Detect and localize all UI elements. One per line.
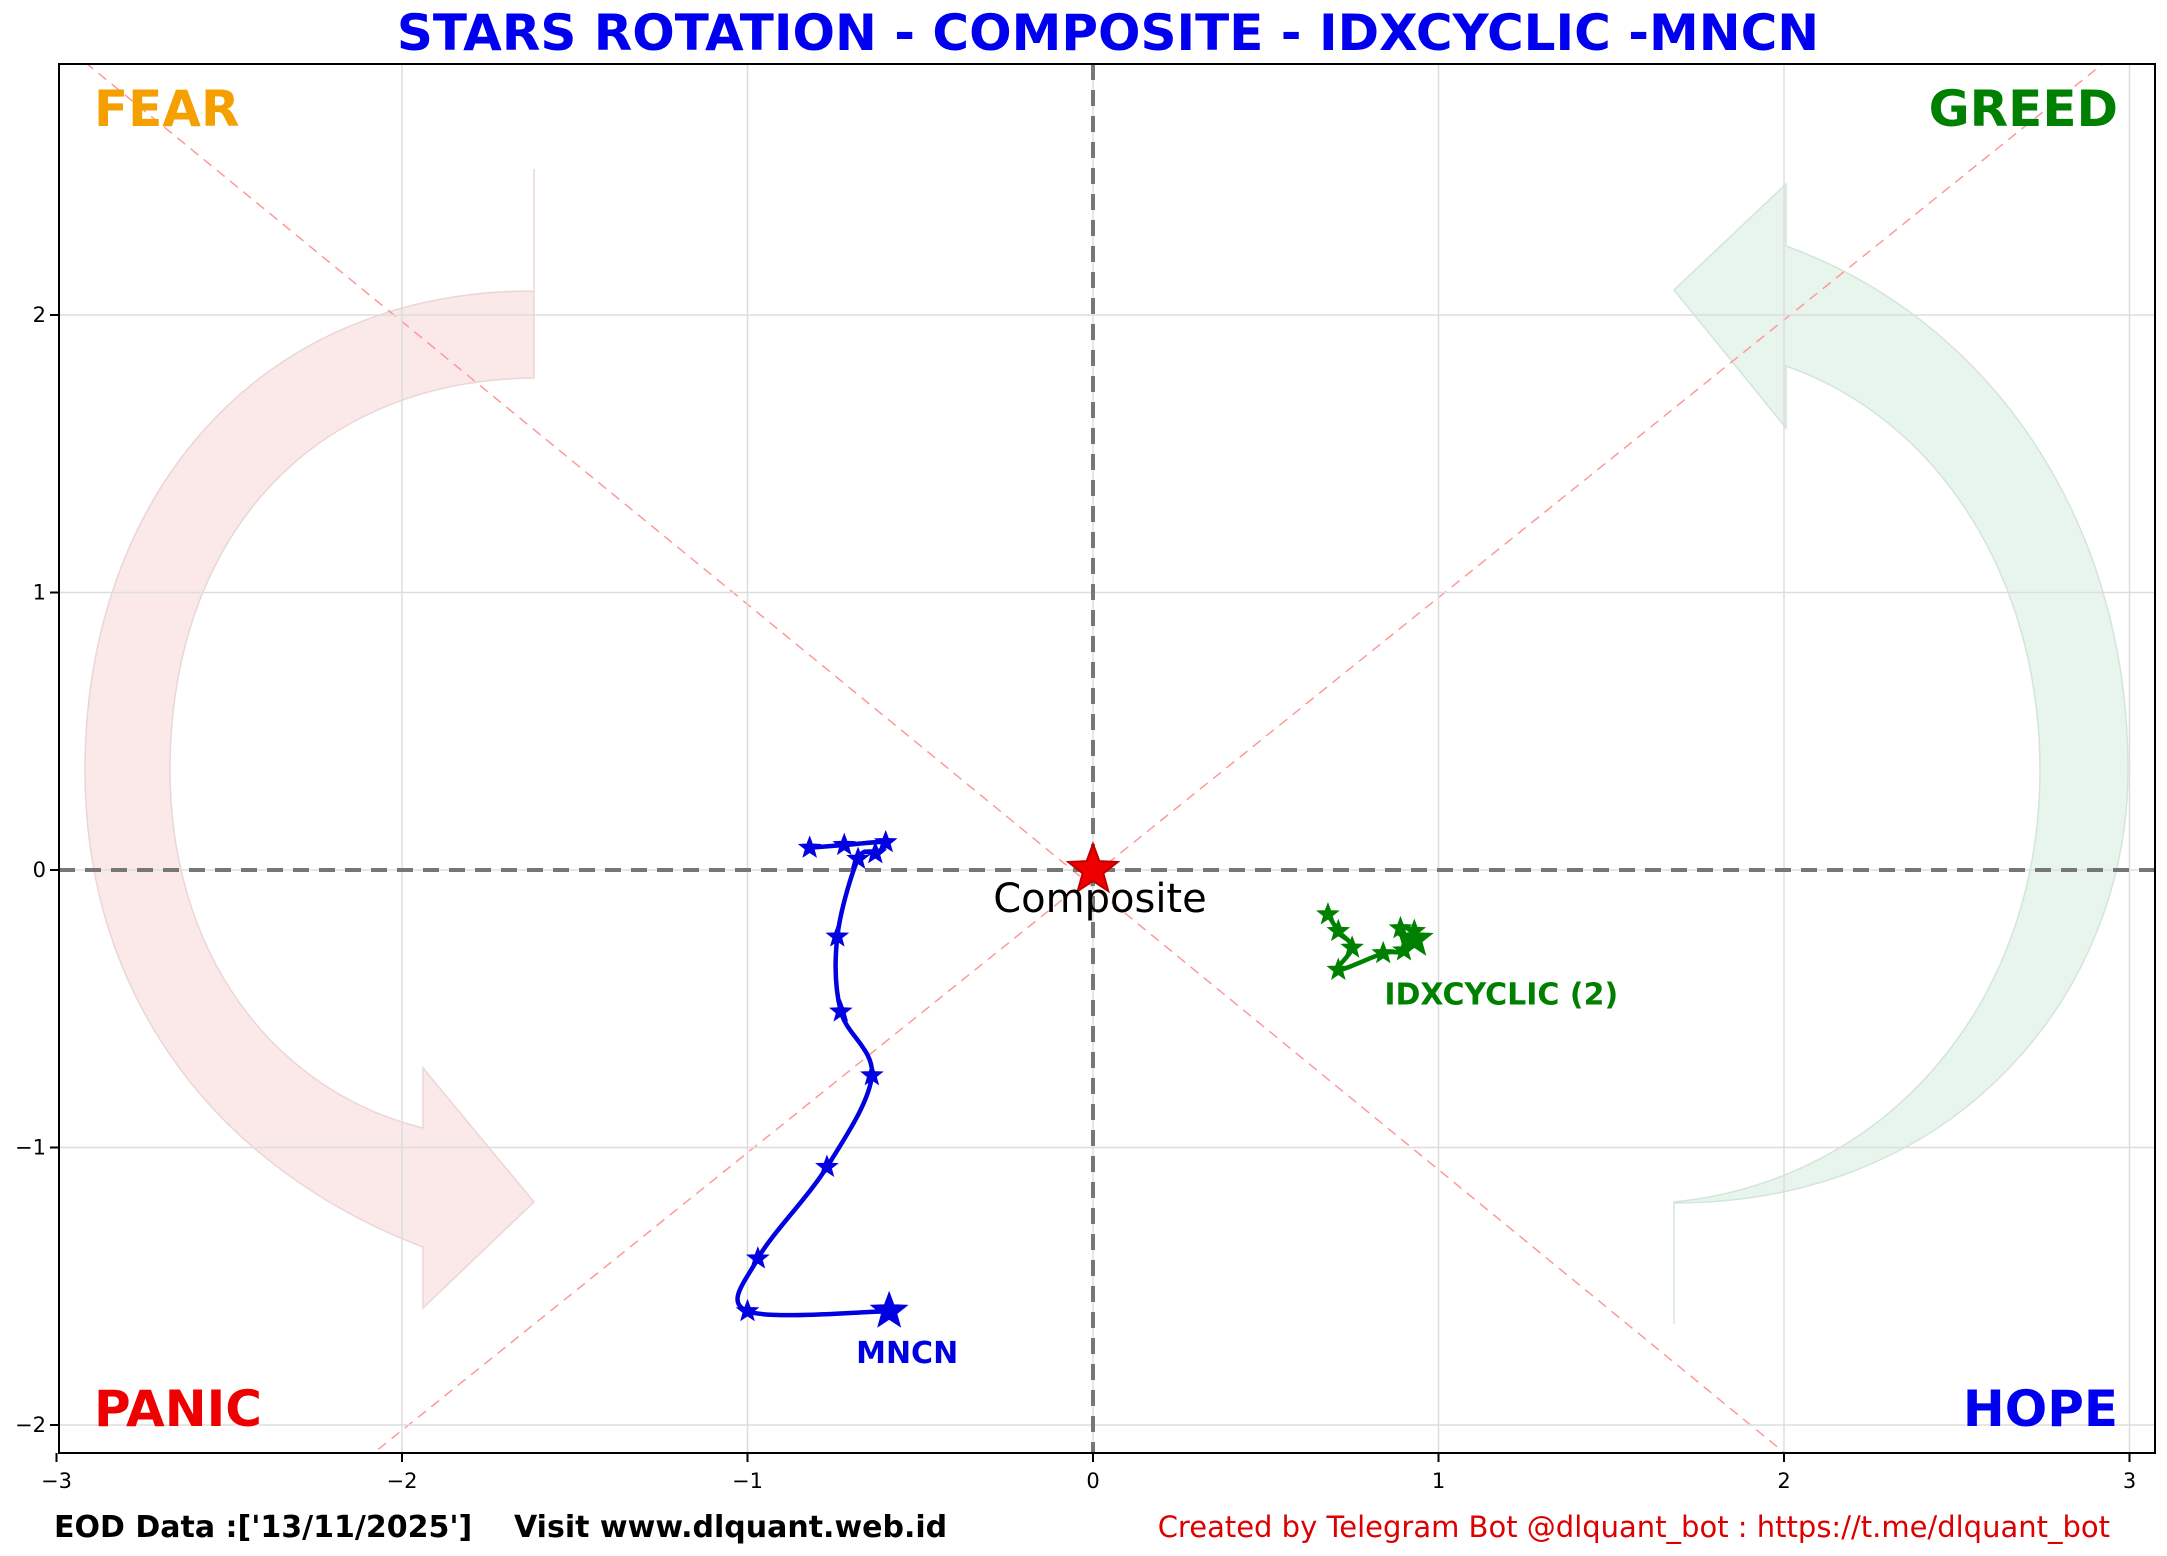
series-label: IDXCYCLIC (2) <box>1384 977 1618 1012</box>
series-point <box>735 1298 760 1322</box>
series-0: MNCN <box>735 829 958 1371</box>
series-point <box>873 829 898 853</box>
y-tick-label: 1 <box>33 581 46 605</box>
series-point <box>832 832 857 856</box>
quadrant-label-hope: HOPE <box>1963 1380 2118 1438</box>
right-curved-arrow-icon <box>1672 182 2129 1324</box>
series-1: IDXCYCLIC (2) <box>1316 901 1618 1012</box>
footer-left: EOD Data :['13/11/2025'] Visit www.dlqua… <box>54 1510 947 1545</box>
y-tick-label: −2 <box>15 1413 46 1437</box>
series-layer: MNCN IDXCYCLIC (2) <box>735 829 1618 1371</box>
series-point <box>797 835 822 858</box>
plot-frame <box>58 63 2156 1454</box>
series-point-latest <box>1394 918 1434 956</box>
series-point-latest <box>869 1290 909 1328</box>
series-line <box>735 839 890 1318</box>
composite-star-icon <box>1065 841 1121 894</box>
series-point <box>1371 940 1396 964</box>
y-tick-label: −1 <box>15 1136 46 1160</box>
x-tick-label: 1 <box>1432 1469 1445 1493</box>
axis-ticks: −3 −2 −1 0 1 2 3 −2 −1 0 1 2 <box>15 303 2136 1493</box>
series-point <box>860 1062 884 1086</box>
series-point <box>815 1154 839 1177</box>
series-point <box>1326 957 1351 980</box>
series-point <box>863 840 888 864</box>
x-tick-label: 0 <box>1086 1469 1099 1493</box>
composite-center <box>1065 841 1121 894</box>
y-tick-label: 2 <box>33 303 46 327</box>
diagonal-line-falling <box>85 64 1786 1453</box>
quadrant-label-panic: PANIC <box>94 1380 262 1438</box>
series-point <box>828 999 853 1022</box>
series-label: MNCN <box>856 1336 958 1371</box>
diagonal-line-rising <box>372 64 2104 1453</box>
series-point <box>746 1246 770 1269</box>
y-tick-label: 0 <box>33 858 46 882</box>
x-tick-label: −2 <box>387 1469 418 1493</box>
x-tick-label: 3 <box>2123 1469 2136 1493</box>
series-point <box>1316 901 1340 925</box>
series-point <box>1340 935 1364 958</box>
series-point <box>1326 918 1351 942</box>
footer-right: Created by Telegram Bot @dlquant_bot : h… <box>1158 1510 2110 1544</box>
left-curved-arrow-icon <box>84 169 536 1310</box>
x-tick-label: 2 <box>1777 1469 1790 1493</box>
composite-label: Composite <box>993 876 1206 922</box>
series-point <box>825 924 850 947</box>
quadrant-label-fear: FEAR <box>94 80 240 138</box>
series-point <box>846 846 870 869</box>
x-tick-label: −3 <box>41 1469 72 1493</box>
x-tick-label: −1 <box>732 1469 763 1493</box>
quadrant-label-greed: GREED <box>1929 80 2118 138</box>
chart-title: STARS ROTATION - COMPOSITE - IDXCYCLIC -… <box>397 4 1819 62</box>
